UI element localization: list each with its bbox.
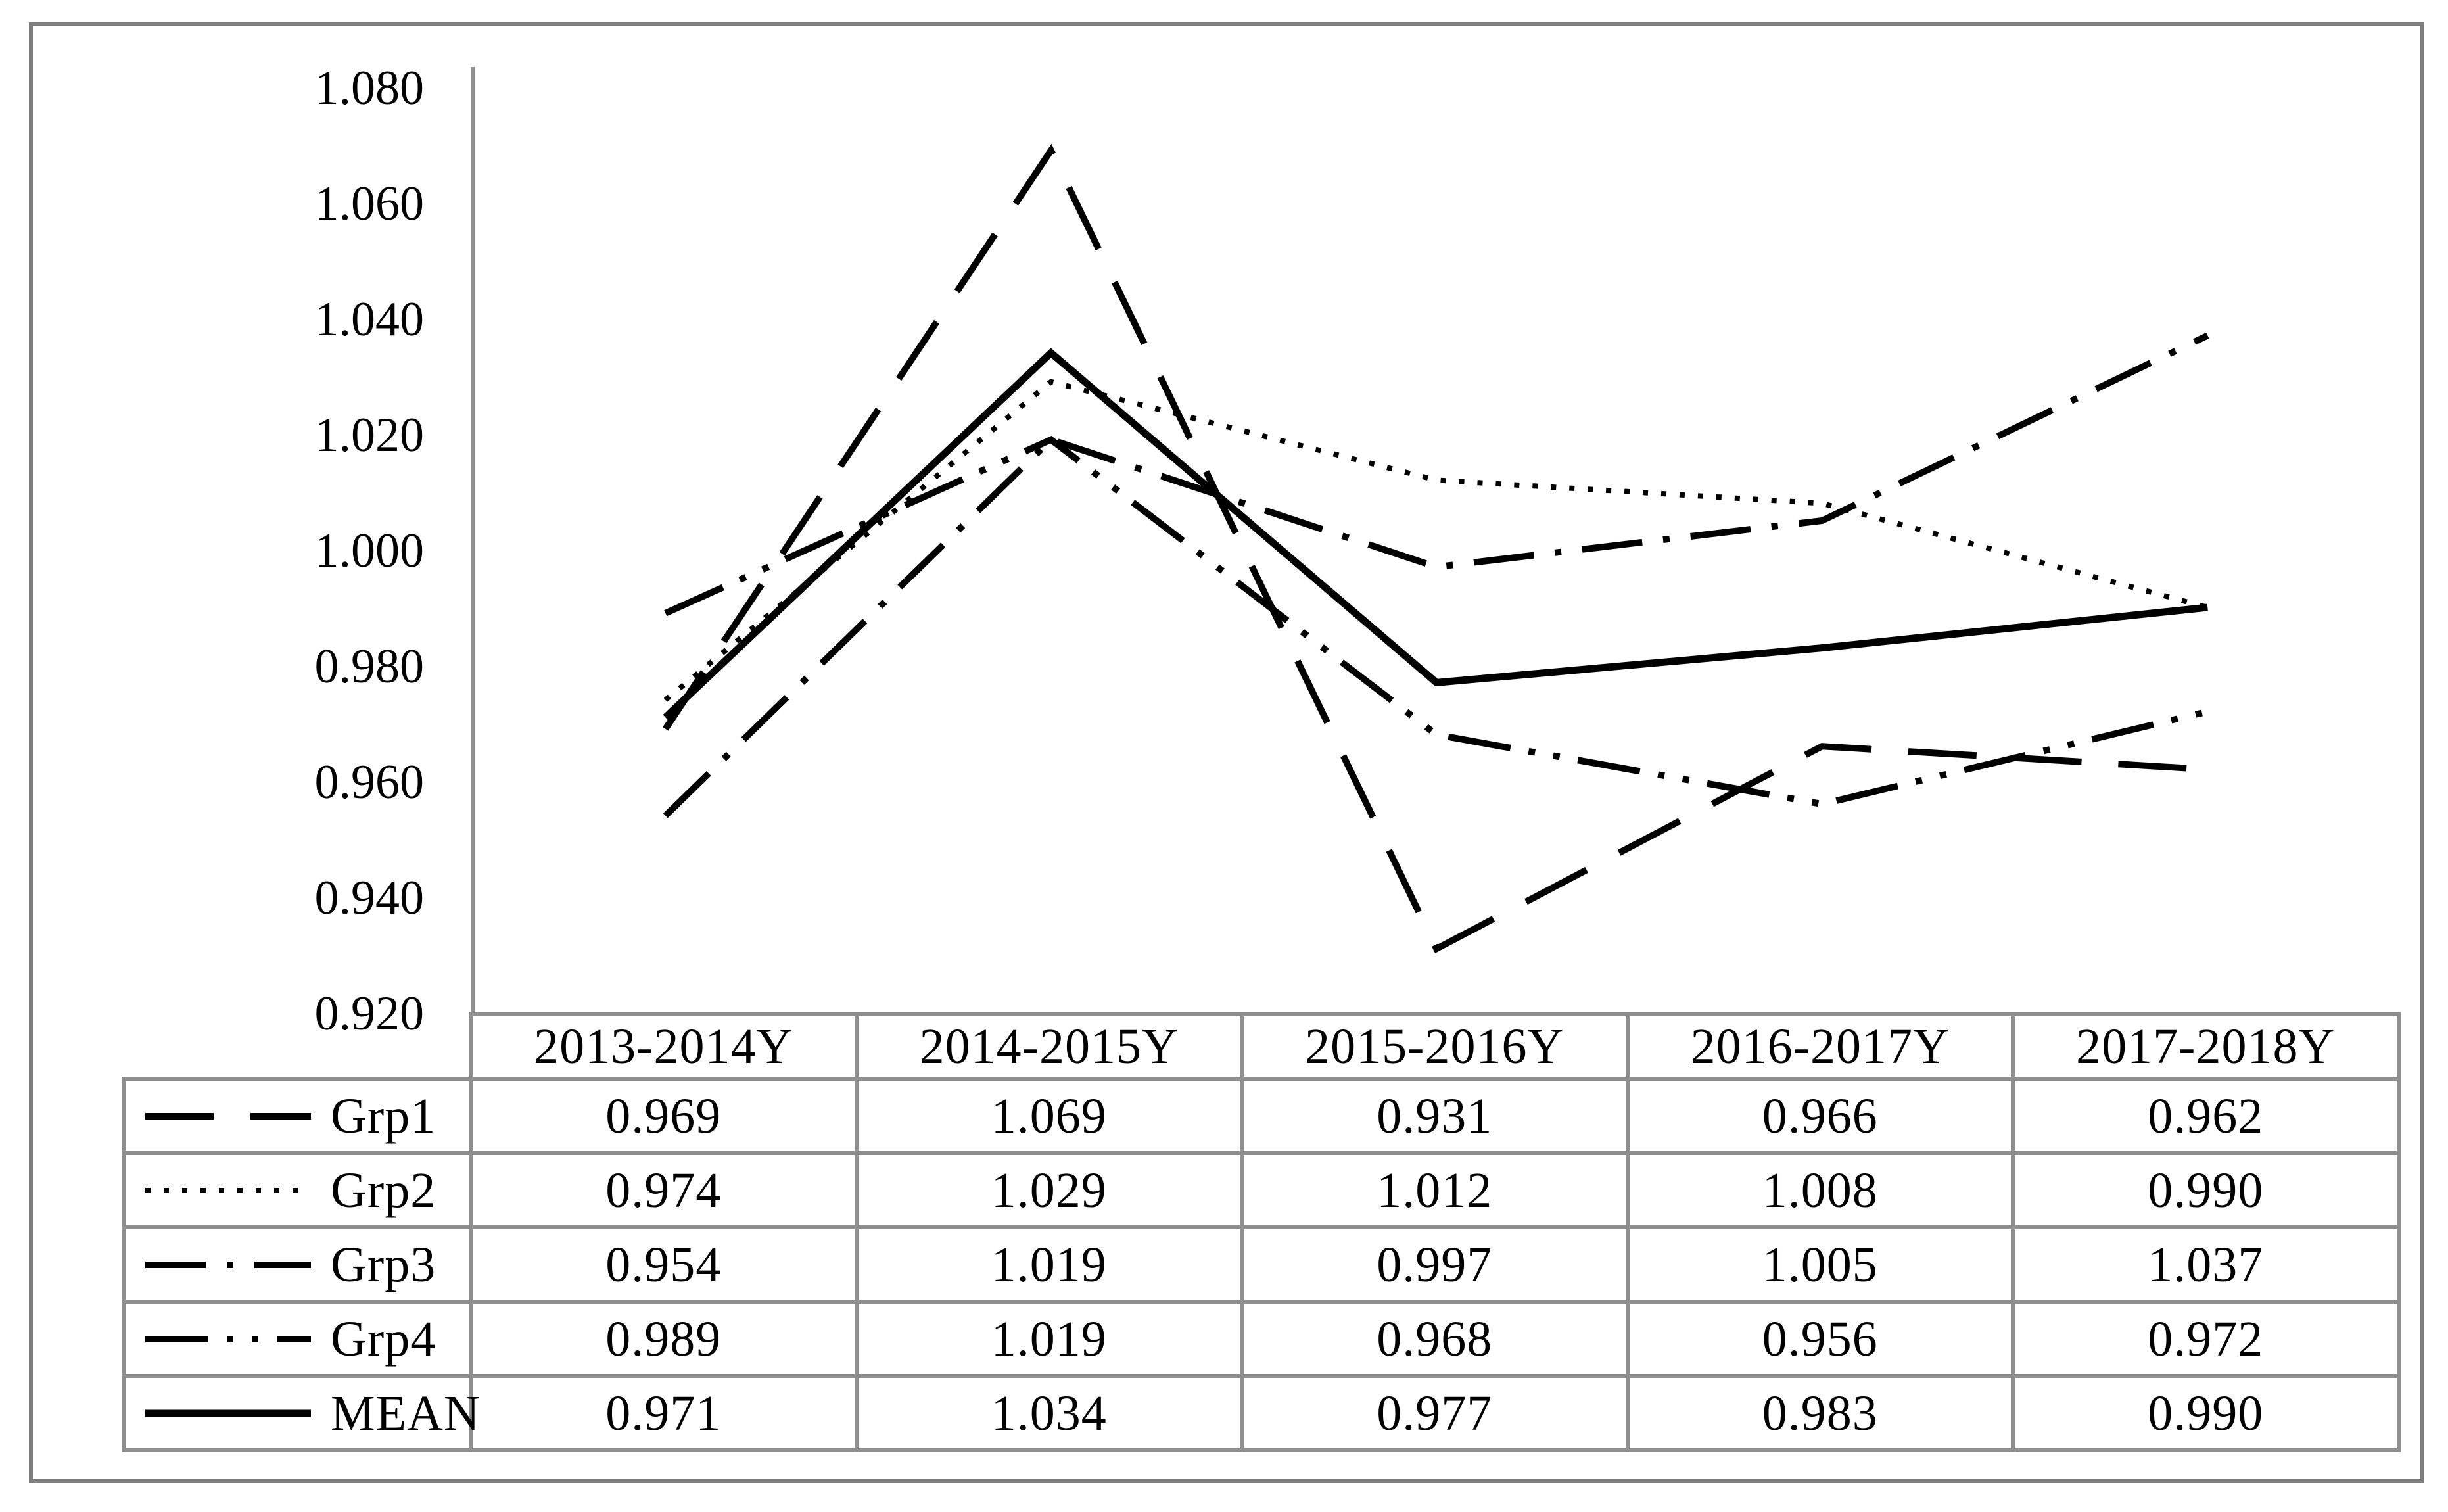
value-cell: 0.977 <box>1244 1378 1630 1452</box>
value-cell: 0.974 <box>473 1155 859 1229</box>
value-cell: 0.990 <box>2015 1378 2401 1452</box>
y-axis-tick-label: 1.020 <box>315 408 425 462</box>
legend-item-grp3: Grp3 <box>122 1229 473 1304</box>
column-header: 2013-2014Y <box>473 1012 859 1081</box>
value-cell: 1.037 <box>2015 1229 2401 1304</box>
value-cell: 1.008 <box>1629 1155 2015 1229</box>
data-table: 2013-2014Y 2014-2015Y 2015-2016Y 2016-20… <box>122 1012 2401 1452</box>
series-line-mean <box>663 348 2208 721</box>
series-label: Grp3 <box>331 1237 436 1292</box>
y-axis-tick-label: 1.060 <box>315 177 425 231</box>
column-header: 2017-2018Y <box>2015 1012 2401 1081</box>
y-axis-tick-label: 0.940 <box>315 871 425 925</box>
value-cell: 1.034 <box>858 1378 1244 1452</box>
legend-key-line-sample <box>145 1112 311 1120</box>
legend-item-mean: MEAN <box>122 1378 480 1452</box>
series-label: Grp4 <box>331 1311 436 1367</box>
value-cell: 0.954 <box>473 1229 859 1304</box>
line-chart: 1.080 1.060 1.040 1.020 1.000 0.980 0.960 0.940… <box>315 61 2209 1041</box>
legend-key-line-sample <box>145 1409 311 1417</box>
value-cell: 0.983 <box>1629 1378 2015 1452</box>
figure-frame: 1.080 1.060 1.040 1.020 1.000 0.980 0.960 0.940… <box>29 22 2424 1483</box>
value-cell: 1.005 <box>1629 1229 2015 1304</box>
y-axis-tick-label: 0.960 <box>315 755 425 809</box>
y-axis-tick-label: 0.920 <box>315 987 425 1041</box>
series-label: Grp1 <box>331 1088 436 1144</box>
legend-item-grp1: Grp1 <box>122 1081 473 1155</box>
value-cell: 0.969 <box>473 1081 859 1155</box>
legend-item-grp4: Grp4 <box>122 1304 473 1378</box>
value-cell: 1.019 <box>858 1229 1244 1304</box>
value-cell: 0.968 <box>1244 1304 1630 1378</box>
legend-key-line-sample <box>145 1335 311 1342</box>
y-axis-tick-label: 1.040 <box>315 293 425 346</box>
value-cell: 0.956 <box>1629 1304 2015 1378</box>
series-line-grp4 <box>664 436 2209 808</box>
value-cell: 0.972 <box>2015 1304 2401 1378</box>
value-cell: 0.997 <box>1244 1229 1630 1304</box>
value-cell: 1.019 <box>858 1304 1244 1378</box>
series-line-grp2 <box>663 379 2209 702</box>
y-axis-tick-label: 1.000 <box>315 524 425 578</box>
series-line-grp1 <box>663 143 2208 954</box>
value-cell: 0.989 <box>473 1304 859 1378</box>
y-axis-tick-label: 0.980 <box>315 640 425 694</box>
value-cell: 0.931 <box>1244 1081 1630 1155</box>
column-header: 2016-2017Y <box>1629 1012 2015 1081</box>
value-cell: 0.990 <box>2015 1155 2401 1229</box>
y-axis-tick-label: 1.080 <box>315 61 425 115</box>
series-label: MEAN <box>331 1385 481 1441</box>
column-header: 2014-2015Y <box>858 1012 1244 1081</box>
series-line-grp3 <box>663 332 2209 818</box>
column-header: 2015-2016Y <box>1244 1012 1630 1081</box>
value-cell: 0.962 <box>2015 1081 2401 1155</box>
value-cell: 1.069 <box>858 1081 1244 1155</box>
legend-item-grp2: Grp2 <box>122 1155 473 1229</box>
series-label: Grp2 <box>331 1162 436 1218</box>
legend-key-line-sample <box>145 1261 311 1268</box>
value-cell: 0.971 <box>473 1378 859 1452</box>
table-corner-cell <box>122 1012 473 1081</box>
value-cell: 0.966 <box>1629 1081 2015 1155</box>
value-cell: 1.029 <box>858 1155 1244 1229</box>
legend-key-line-sample <box>145 1187 311 1193</box>
value-cell: 1.012 <box>1244 1155 1630 1229</box>
